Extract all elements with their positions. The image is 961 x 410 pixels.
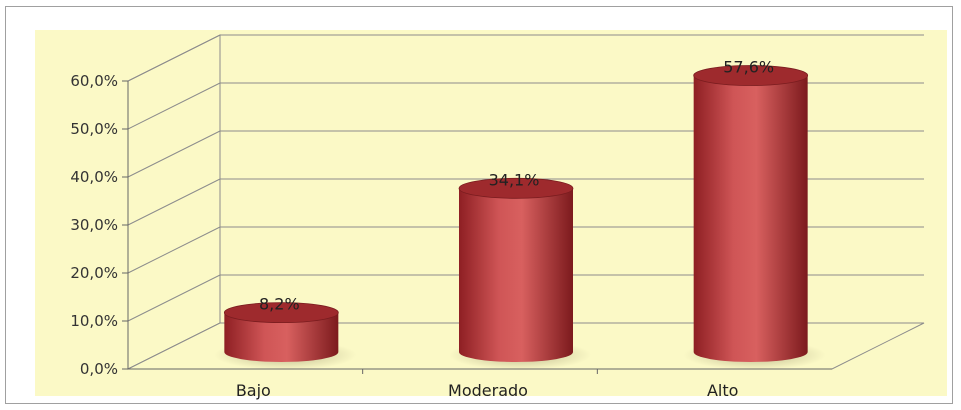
bar-cylinder-top [223, 302, 339, 324]
y-tick-label: 50,0% [70, 120, 118, 138]
data-label: 8,2% [259, 295, 300, 314]
y-tick-label: 40,0% [70, 168, 118, 186]
bar-cylinder-top [458, 177, 574, 199]
y-tick-label: 30,0% [70, 216, 118, 234]
y-tick-label: 10,0% [70, 312, 118, 330]
category-label: Moderado [448, 381, 528, 400]
bar-cylinder-top [693, 65, 809, 86]
bar-cylinder-body [693, 75, 808, 363]
y-tick-label: 60,0% [70, 72, 118, 90]
gridline-side [127, 130, 221, 178]
gridline-side [127, 178, 221, 226]
category-label: Alto [707, 381, 738, 400]
y-tick-label: 20,0% [70, 264, 118, 282]
gridline-side [127, 226, 221, 274]
category-label: Bajo [236, 381, 271, 400]
data-label: 57,6% [723, 58, 774, 77]
gridline-side [127, 274, 221, 322]
bar-cylinder-body [459, 188, 573, 362]
bar-cylinder-body [224, 312, 339, 362]
data-label: 34,1% [489, 170, 540, 189]
gridline-side [127, 82, 221, 130]
y-tick-label: 0,0% [80, 360, 118, 378]
gridline-side [127, 34, 221, 82]
